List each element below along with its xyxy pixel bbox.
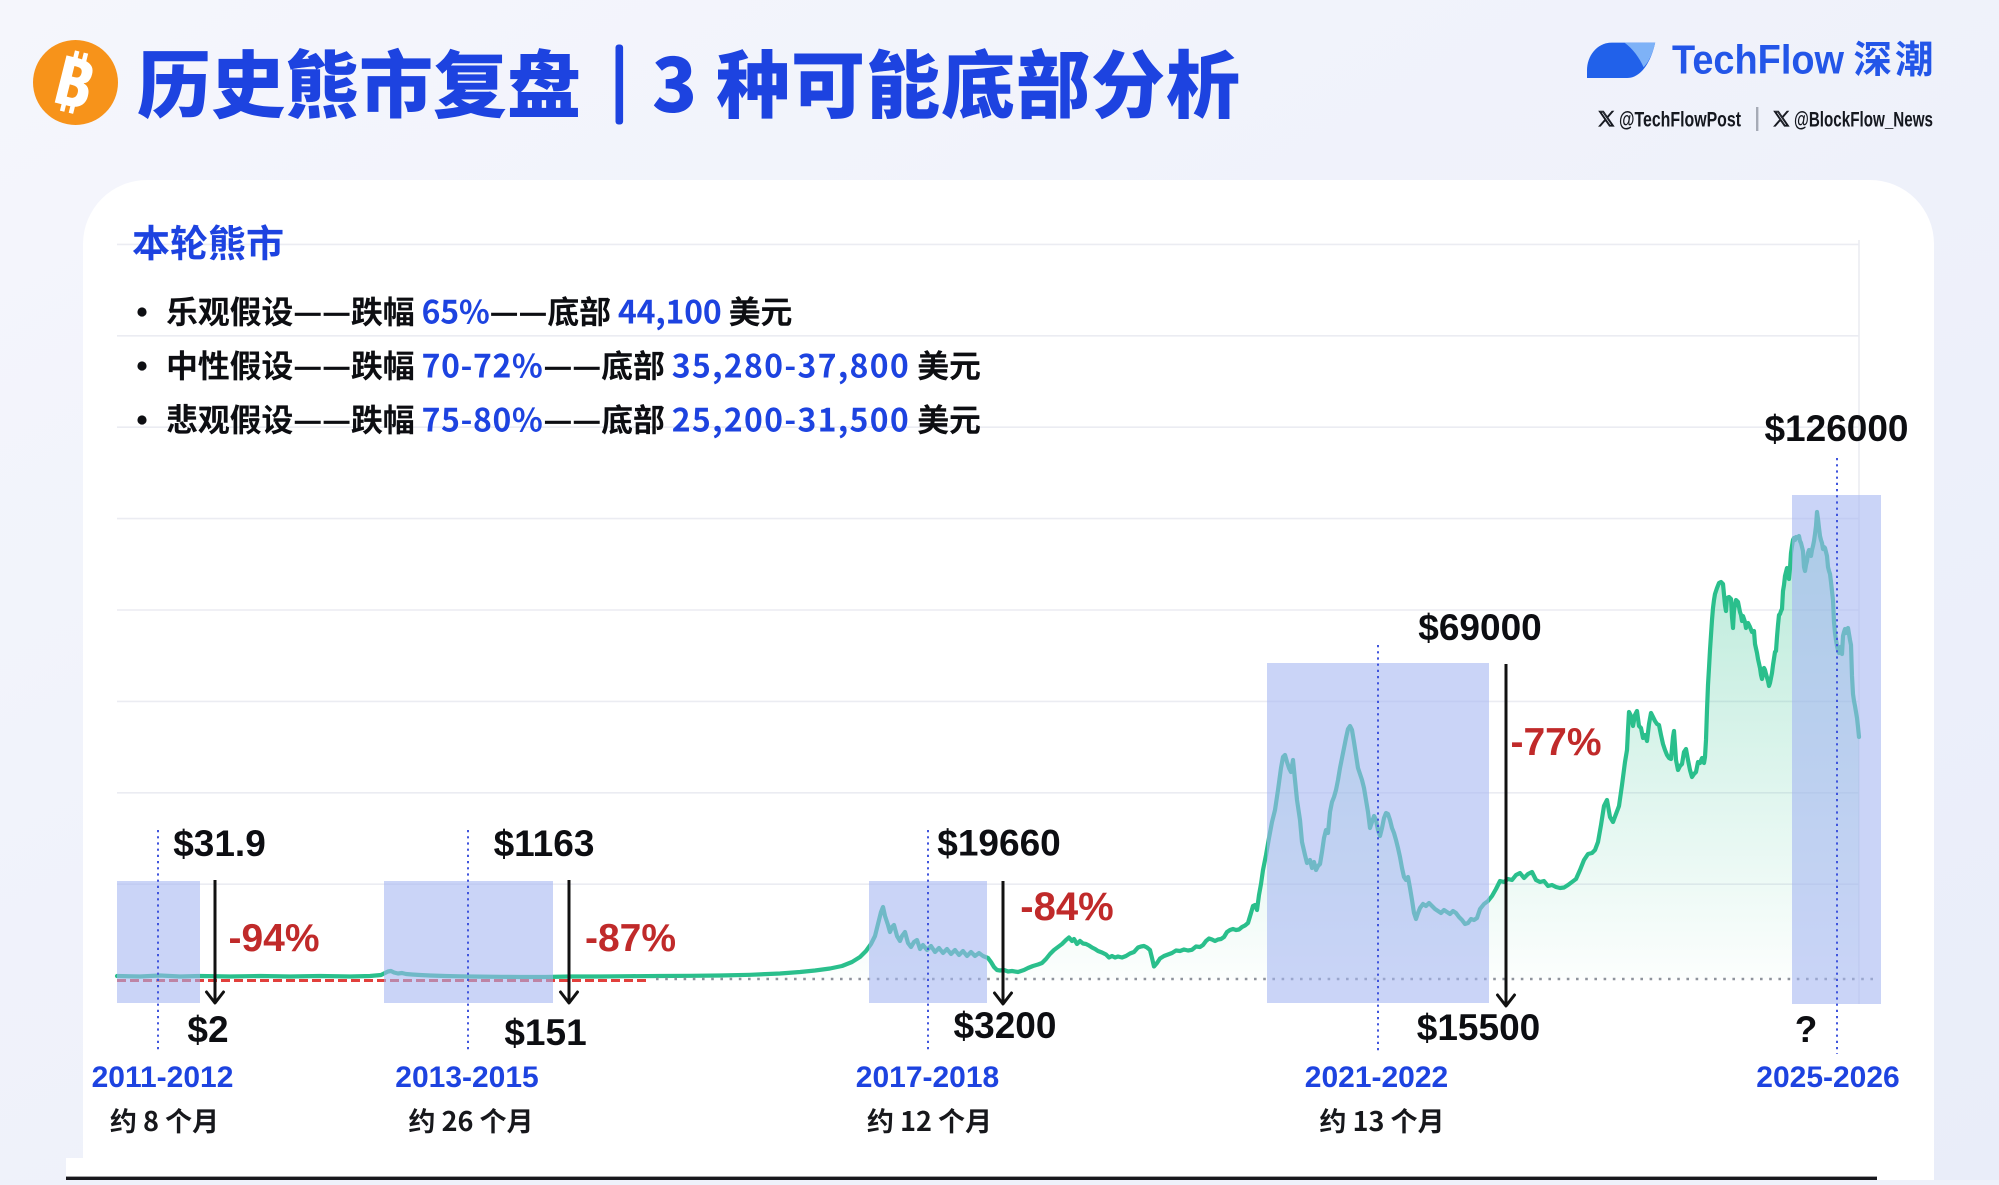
svg-text:?: ? xyxy=(1795,1009,1818,1050)
svg-text:$31.9: $31.9 xyxy=(173,823,266,864)
svg-text:$3200: $3200 xyxy=(954,1005,1057,1046)
svg-text:2013-2015: 2013-2015 xyxy=(395,1061,538,1094)
svg-text:$126000: $126000 xyxy=(1764,408,1908,449)
svg-text:-84%: -84% xyxy=(1020,885,1113,929)
svg-text:TechFlow: TechFlow xyxy=(1672,37,1844,83)
svg-text:2021-2022: 2021-2022 xyxy=(1305,1061,1448,1094)
svg-text:2025-2026: 2025-2026 xyxy=(1756,1061,1899,1094)
svg-text:-94%: -94% xyxy=(228,917,319,960)
svg-text:-77%: -77% xyxy=(1510,721,1601,764)
svg-text:@BlockFlow_News: @BlockFlow_News xyxy=(1794,109,1933,132)
svg-text:$2: $2 xyxy=(187,1009,228,1050)
svg-text:-87%: -87% xyxy=(585,917,676,960)
svg-text:$1163: $1163 xyxy=(494,823,595,864)
svg-text:$19660: $19660 xyxy=(937,823,1060,864)
svg-text:$15500: $15500 xyxy=(1417,1007,1540,1048)
svg-text:$151: $151 xyxy=(504,1012,586,1053)
svg-text:2011-2012: 2011-2012 xyxy=(92,1061,234,1094)
svg-text:@TechFlowPost: @TechFlowPost xyxy=(1619,109,1741,132)
svg-text:$69000: $69000 xyxy=(1418,607,1541,648)
svg-text:2017-2018: 2017-2018 xyxy=(856,1061,999,1094)
